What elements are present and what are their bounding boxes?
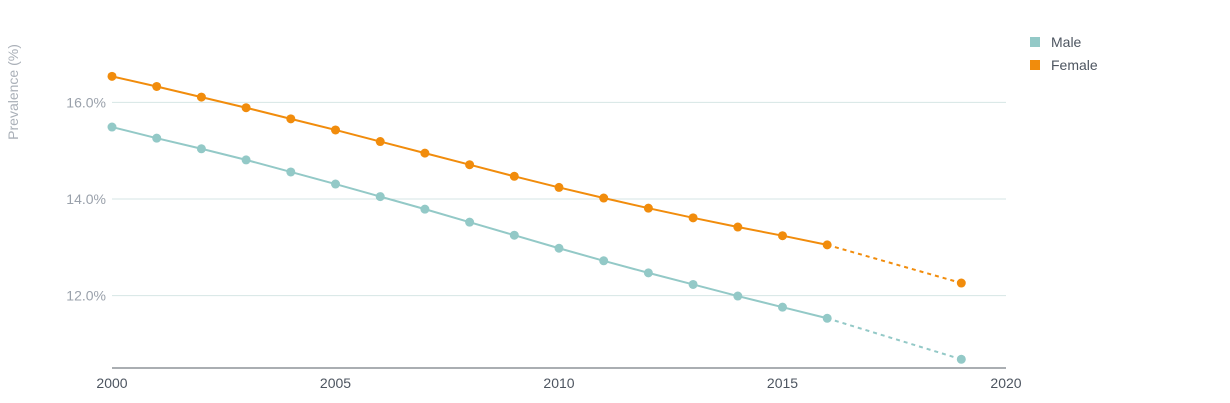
data-point[interactable]	[599, 256, 609, 266]
y-tick-label: 12.0%	[66, 288, 106, 304]
legend-swatch	[1030, 60, 1040, 70]
data-point[interactable]	[196, 144, 206, 154]
data-point[interactable]	[375, 137, 385, 147]
x-tick-label: 2010	[543, 375, 574, 391]
data-point[interactable]	[733, 291, 743, 301]
data-point[interactable]	[107, 122, 117, 132]
data-point[interactable]	[375, 192, 385, 202]
projected-point[interactable]	[956, 354, 966, 364]
data-point[interactable]	[822, 313, 832, 323]
data-point[interactable]	[822, 240, 832, 250]
data-point[interactable]	[107, 71, 117, 81]
data-point[interactable]	[643, 203, 653, 213]
data-point[interactable]	[420, 204, 430, 214]
data-point[interactable]	[509, 171, 519, 181]
data-point[interactable]	[554, 243, 564, 253]
data-point[interactable]	[286, 167, 296, 177]
data-point[interactable]	[688, 213, 698, 223]
data-point[interactable]	[688, 279, 698, 289]
x-tick-label: 2005	[320, 375, 351, 391]
y-axis-title: Prevalence (%)	[5, 44, 21, 140]
projection-line	[826, 317, 962, 361]
data-point[interactable]	[643, 268, 653, 278]
series-female	[107, 71, 966, 288]
data-point[interactable]	[241, 155, 251, 165]
data-point[interactable]	[420, 148, 430, 158]
data-point[interactable]	[196, 92, 206, 102]
data-point[interactable]	[152, 81, 162, 91]
data-point[interactable]	[554, 182, 564, 192]
legend-item-male[interactable]: Male	[1030, 34, 1082, 50]
data-point[interactable]	[599, 193, 609, 203]
x-tick-label: 2000	[96, 375, 127, 391]
grid-lines	[112, 101, 1006, 297]
y-tick-label: 16.0%	[66, 94, 106, 110]
legend-swatch	[1030, 37, 1040, 47]
data-point[interactable]	[152, 133, 162, 143]
x-tick-label: 2015	[767, 375, 798, 391]
data-point[interactable]	[778, 302, 787, 312]
legend: Male Female	[1030, 34, 1098, 73]
data-point[interactable]	[465, 217, 475, 227]
x-tick-label: 2020	[990, 375, 1021, 391]
legend-label: Female	[1051, 57, 1098, 73]
data-point[interactable]	[331, 179, 340, 189]
y-tick-label: 14.0%	[66, 191, 106, 207]
data-point[interactable]	[331, 125, 340, 135]
projected-point[interactable]	[956, 278, 966, 288]
legend-label: Male	[1051, 34, 1082, 50]
legend-item-female[interactable]: Female	[1030, 57, 1098, 73]
data-point[interactable]	[509, 230, 519, 240]
data-point[interactable]	[465, 160, 475, 170]
data-point[interactable]	[241, 103, 251, 113]
data-point[interactable]	[286, 114, 296, 124]
series-male	[107, 122, 966, 364]
data-point[interactable]	[778, 231, 787, 241]
projection-line	[826, 243, 962, 284]
axes: 12.0% 14.0% 16.0% 2000 2005 2010 2015 2020	[66, 94, 1021, 391]
series-layer	[107, 71, 966, 364]
data-point[interactable]	[733, 222, 743, 232]
